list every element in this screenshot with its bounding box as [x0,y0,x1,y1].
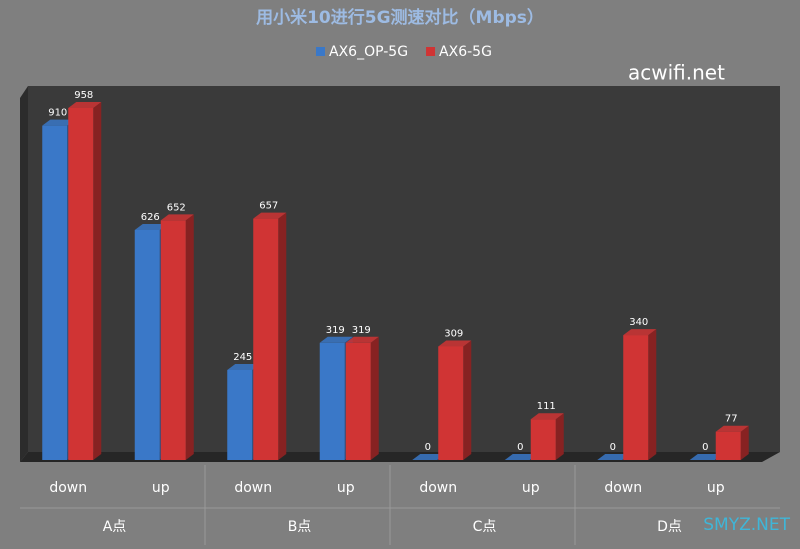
bar-top [689,454,723,460]
chart-title: 用小米10进行5G测速对比（Mbps） [256,7,544,28]
bar [438,346,464,460]
bar-top [42,119,76,126]
data-label: 319 [352,325,371,336]
legend-swatch [426,47,436,56]
bar-top [253,212,287,219]
x-tick-label: up [337,480,355,496]
bar-top [597,454,631,460]
x-tick-label: down [604,480,642,496]
data-label: 0 [610,442,616,453]
x-tick-label: down [49,480,87,496]
bar [134,229,160,460]
data-label: 309 [444,328,463,339]
bar-top [160,214,194,221]
data-label: 77 [725,414,738,425]
bar [715,431,741,460]
data-label: 0 [702,442,708,453]
bar [68,108,94,460]
side-wall [20,86,28,462]
bar [253,218,279,460]
data-label: 245 [233,352,252,363]
data-label: 910 [48,108,67,119]
bar-side [93,102,102,460]
x-tick-label: up [707,480,725,496]
bar-top [68,102,102,108]
bar-side [555,413,564,460]
x-tick-label: up [522,480,540,496]
data-label: 0 [425,442,431,453]
legend-label: AX6-5G [439,44,492,60]
group-label: B点 [288,519,312,535]
data-label: 626 [141,212,160,223]
bar-side [370,336,379,460]
bar [160,220,186,460]
bar-side [185,214,194,460]
bar [530,419,556,460]
bar [623,335,649,460]
bar [345,342,371,460]
table-lines [20,465,780,545]
data-label: 657 [259,201,278,212]
bar-top [438,340,472,347]
bar-top [227,363,261,370]
x-tick-label: down [234,480,272,496]
x-tick-label: down [419,480,457,496]
bar-top [504,454,538,460]
bar-top [345,336,379,343]
watermark: SMYZ.NET [703,515,790,535]
data-label: 0 [517,442,523,453]
bar-side [278,212,287,460]
data-label: 319 [326,325,345,336]
group-label: C点 [473,519,497,535]
x-tick-label: up [152,480,170,496]
bar-top [319,336,353,343]
data-label: 340 [629,317,648,328]
group-label: A点 [103,519,127,535]
legend-label: AX6_OP-5G [329,44,408,60]
bar [227,369,253,460]
watermark: acwifi.net [628,61,725,85]
bar-side [648,329,657,460]
bar-top [715,425,749,432]
data-label: 111 [537,401,556,412]
bar-top [530,413,564,420]
group-label: D点 [657,519,682,535]
bar [319,342,345,460]
floor [20,452,780,462]
bar [42,125,68,460]
bar-top [412,454,446,460]
bar-top [134,223,168,230]
bar-top [623,329,657,336]
legend-swatch [316,47,325,56]
bar-side [740,425,749,460]
data-label: 958 [74,90,93,101]
bar-side [463,340,472,460]
data-label: 652 [167,202,186,213]
